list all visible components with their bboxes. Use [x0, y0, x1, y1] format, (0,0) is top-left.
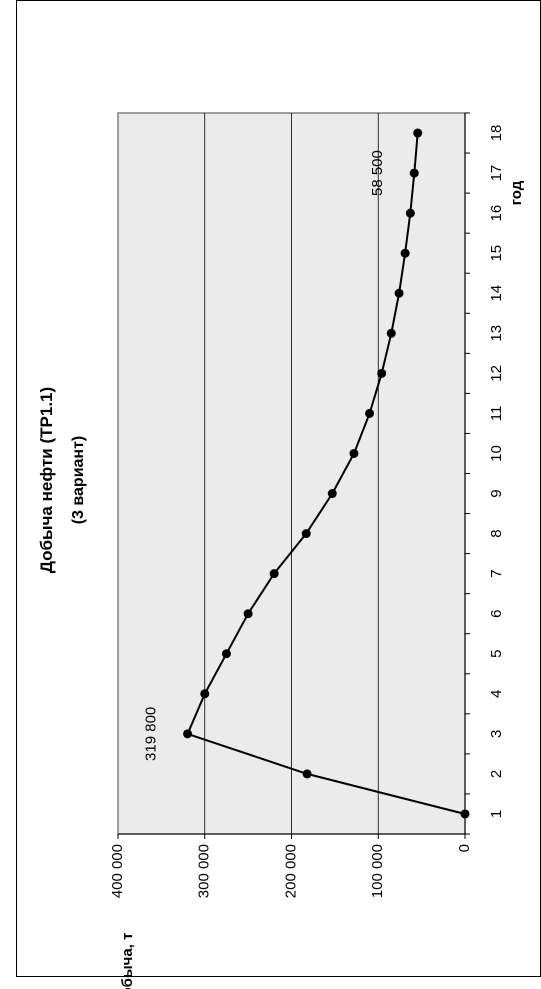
y-axis: 0 100 000 200 000 300 000 400 000: [109, 833, 473, 898]
data-point: [400, 248, 410, 258]
x-tick-label: 2: [488, 770, 505, 778]
data-point: [200, 689, 210, 699]
data-point: [409, 168, 419, 178]
data-point: [386, 328, 396, 338]
x-tick-label: 13: [488, 325, 505, 342]
x-tick-label: 6: [488, 610, 505, 618]
series-points: [183, 128, 470, 819]
y-tick-label: 0: [456, 844, 473, 852]
x-tick-label: 3: [488, 730, 505, 738]
data-point: [301, 529, 311, 539]
y-tick-label: 400 000: [109, 844, 126, 898]
data-point: [327, 489, 337, 499]
data-labels: 319 800 58 500: [143, 150, 387, 761]
series-line-path: [186, 132, 466, 815]
x-axis-title: год: [508, 180, 525, 205]
x-tick-label: 16: [488, 205, 505, 222]
x-tick-label: 4: [488, 690, 505, 698]
series-line: [186, 132, 466, 815]
grid-lines: [204, 113, 379, 834]
x-tick-label: 18: [488, 125, 505, 142]
y-axis-title: Добыча, т: [119, 933, 136, 989]
y-tick-label: 200 000: [282, 844, 299, 898]
x-tick-label: 14: [488, 285, 505, 302]
x-tick-label: 17: [488, 165, 505, 182]
y-tick-label: 300 000: [196, 844, 213, 898]
x-tick-label: 15: [488, 245, 505, 262]
data-point: [243, 609, 253, 619]
x-tick-label: 12: [488, 365, 505, 382]
data-point: [269, 569, 279, 579]
x-tick-label: 11: [488, 406, 505, 422]
x-tick-label: 8: [488, 529, 505, 537]
data-point: [349, 448, 359, 458]
data-point: [460, 809, 470, 819]
y-tick-label: 100 000: [369, 844, 386, 898]
x-tick-label: 7: [488, 569, 505, 577]
x-tick-label: 9: [488, 489, 505, 497]
x-tick-label: 10: [488, 445, 505, 462]
data-point: [405, 208, 415, 218]
data-point: [221, 649, 231, 659]
data-point: [302, 769, 312, 779]
chart-subtitle: (3 вариант): [70, 436, 87, 525]
chart-title: Добыча нефти (ТР1.1): [37, 387, 56, 573]
data-label: 319 800: [143, 707, 160, 761]
data-label: 58 500: [369, 150, 386, 196]
data-point: [394, 288, 404, 298]
x-tick-label: 5: [488, 650, 505, 658]
x-tick-label: 1: [488, 810, 505, 818]
data-point: [365, 408, 375, 418]
data-point: [183, 729, 193, 739]
data-point: [377, 368, 387, 378]
data-point: [413, 128, 423, 138]
